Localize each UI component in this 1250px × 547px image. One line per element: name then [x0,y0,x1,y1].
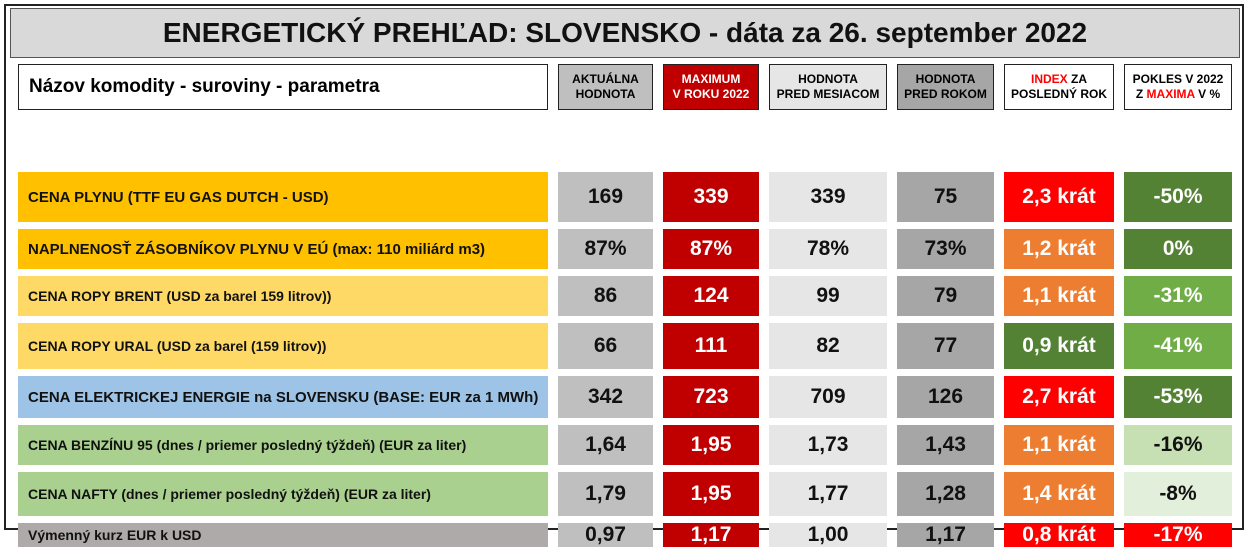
header-text: AKTUÁLNA [572,72,639,86]
spacer [1004,117,1114,165]
table-cell: 1,28 [897,472,994,516]
table-cell: -16% [1124,425,1232,465]
title: ENERGETICKÝ PREHĽAD: SLOVENSKO - dáta za… [10,8,1240,58]
table-cell: 339 [769,172,887,222]
table-cell: -8% [1124,472,1232,516]
header-cell: HODNOTA PRED ROKOM [897,64,994,110]
header-cell: INDEX ZA POSLEDNÝ ROK [1004,64,1114,110]
table-cell: 1,95 [663,425,759,465]
header-text: PRED MESIACOM [776,87,880,101]
spacer [18,117,548,165]
header-line: POSLEDNÝ ROK [1011,87,1107,102]
table-cell: 75 [897,172,994,222]
table-cell: 126 [897,376,994,418]
table-cell: 87% [558,229,653,269]
header-line: HODNOTA [576,87,636,102]
table: Názov komodity - suroviny - parametra AKT… [18,64,1232,547]
row-label: CENA NAFTY (dnes / priemer posledný týžd… [18,472,548,516]
table-cell: 1,1 krát [1004,425,1114,465]
row-label: CENA ROPY BRENT (USD za barel 159 litrov… [18,276,548,316]
table-cell: 0,9 krát [1004,323,1114,369]
row-label: CENA PLYNU (TTF EU GAS DUTCH - USD) [18,172,548,222]
table-cell: 82 [769,323,887,369]
header-cell: HODNOTA PRED MESIACOM [769,64,887,110]
table-cell: 0% [1124,229,1232,269]
table-cell: 1,2 krát [1004,229,1114,269]
table-cell: 1,43 [897,425,994,465]
spacer [558,117,653,165]
table-cell: 1,79 [558,472,653,516]
row-label: CENA ELEKTRICKEJ ENERGIE na SLOVENSKU (B… [18,376,548,418]
table-cell: 87% [663,229,759,269]
table-cell: 0,97 [558,523,653,547]
header-text: PRED ROKOM [904,87,987,101]
header-text: MAXIMUM [681,72,741,86]
table-cell: 77 [897,323,994,369]
table-cell: -50% [1124,172,1232,222]
header-line: HODNOTA [798,72,858,87]
table-cell: 79 [897,276,994,316]
header-line: HODNOTA [916,72,976,87]
header-text: Z [1135,87,1147,101]
header-line: AKTUÁLNA [572,72,639,87]
table-cell: 1,17 [663,523,759,547]
header-line: PRED MESIACOM [777,87,880,102]
table-cell: -41% [1124,323,1232,369]
header-cell: POKLES V 2022 Z MAXIMA V % [1124,64,1232,110]
header-text: ZA [1067,72,1088,86]
spacer [1124,117,1232,165]
table-cell: -31% [1124,276,1232,316]
table-cell: 78% [769,229,887,269]
header-text: MAXIMA [1146,87,1195,101]
table-cell: 723 [663,376,759,418]
header-text: POKLES V 2022 [1132,72,1224,86]
table-cell: 2,7 krát [1004,376,1114,418]
header-line: INDEX ZA [1031,72,1087,87]
table-cell: 86 [558,276,653,316]
spacer [769,117,887,165]
table-cell: 1,1 krát [1004,276,1114,316]
header-cell: MAXIMUM V ROKU 2022 [663,64,759,110]
table-cell: -53% [1124,376,1232,418]
table-cell: 124 [663,276,759,316]
table-cell: 1,73 [769,425,887,465]
header-text: V ROKU 2022 [672,87,750,101]
row-label: NAPLNENOSŤ ZÁSOBNÍKOV PLYNU V EÚ (max: 1… [18,229,548,269]
row-label: Výmenný kurz EUR k USD [18,523,548,547]
table-cell: 1,00 [769,523,887,547]
row-label: CENA ROPY URAL (USD za barel (159 litrov… [18,323,548,369]
header-line: Z MAXIMA V % [1136,87,1220,102]
header-line: V ROKU 2022 [673,87,750,102]
table-cell: 709 [769,376,887,418]
row-label: CENA BENZÍNU 95 (dnes / priemer posledný… [18,425,548,465]
header-line: PRED ROKOM [904,87,987,102]
header-text: HODNOTA [915,72,976,86]
table-cell: 111 [663,323,759,369]
header-text: HODNOTA [798,72,858,86]
spacer [897,117,994,165]
table-cell: -17% [1124,523,1232,547]
table-cell: 339 [663,172,759,222]
header-text: HODNOTA [575,87,636,101]
table-cell: 342 [558,376,653,418]
table-cell: 1,77 [769,472,887,516]
spacer [663,117,759,165]
table-cell: 1,95 [663,472,759,516]
table-cell: 2,3 krát [1004,172,1114,222]
header-text: INDEX [1030,72,1068,86]
table-cell: 73% [897,229,994,269]
table-cell: 1,64 [558,425,653,465]
header-line: POKLES V 2022 [1133,72,1224,87]
header-text: POSLEDNÝ ROK [1010,87,1107,101]
table-cell: 0,8 krát [1004,523,1114,547]
header-label: Názov komodity - suroviny - parametra [18,64,548,110]
header-cell: AKTUÁLNA HODNOTA [558,64,653,110]
header-line: MAXIMUM [682,72,741,87]
header-text: V % [1194,87,1221,101]
table-cell: 1,17 [897,523,994,547]
table-cell: 1,4 krát [1004,472,1114,516]
table-cell: 99 [769,276,887,316]
table-cell: 66 [558,323,653,369]
table-cell: 169 [558,172,653,222]
